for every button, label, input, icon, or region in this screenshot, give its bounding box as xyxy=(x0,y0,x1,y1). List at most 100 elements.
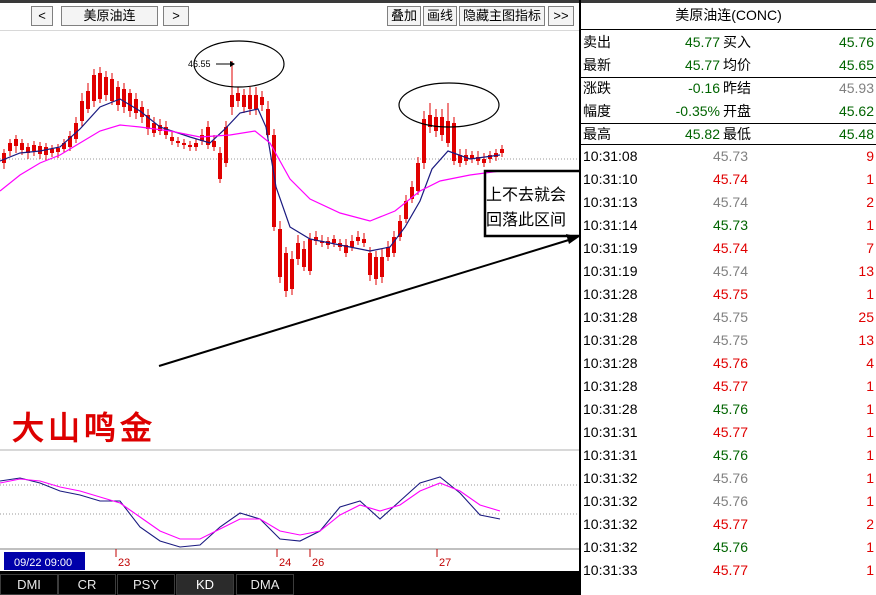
quote-value: 45.77 xyxy=(684,34,720,50)
quote-label: 幅度 xyxy=(583,103,611,119)
candle-up xyxy=(134,99,138,113)
quote-row: 幅度 -0.35% 开盘 45.62 xyxy=(581,100,876,123)
chart-toolbar: < 美原油连 > 叠加 画线 隐藏主图指标 >> xyxy=(0,0,579,31)
candle-up xyxy=(368,253,372,275)
overlay-button[interactable]: 叠加 xyxy=(387,6,421,26)
candle-up xyxy=(146,115,150,129)
ma-short-line xyxy=(0,98,501,252)
quote-value: -0.35% xyxy=(675,103,720,119)
candle-up xyxy=(86,91,90,109)
ma-long-line xyxy=(0,124,501,222)
tick-volume: 1 xyxy=(866,286,874,302)
candle-up xyxy=(8,143,12,151)
candle-up xyxy=(332,239,336,243)
panel-title: 美原油连(CONC) xyxy=(675,7,782,23)
panel-top-edge xyxy=(581,0,876,3)
tick-row: 10:31:13 45.74 2 xyxy=(581,191,876,214)
tick-volume: 1 xyxy=(866,378,874,394)
tab-dmi[interactable]: DMI xyxy=(0,574,58,595)
tick-price: 45.76 xyxy=(712,447,748,463)
candle-up xyxy=(248,95,252,109)
hide-main-indicator-button[interactable]: 隐藏主图指标 xyxy=(459,6,545,26)
tick-volume: 13 xyxy=(858,332,874,348)
trend-line-arrow xyxy=(158,238,573,367)
candle-up xyxy=(224,127,228,163)
tick-time: 10:31:32 xyxy=(583,493,638,509)
candle-up xyxy=(20,143,24,150)
candle-up xyxy=(128,93,132,111)
date-tick-group: 23 24 26 27 xyxy=(115,549,451,569)
candle-up xyxy=(476,157,480,161)
tick-price: 45.76 xyxy=(712,470,748,486)
candle-up xyxy=(482,159,486,163)
annotation-text-line1: 上不去就会 xyxy=(486,185,566,204)
tick-volume: 1 xyxy=(866,217,874,233)
tick-row: 10:31:08 45.73 9 xyxy=(581,145,876,168)
tick-time: 10:31:31 xyxy=(583,447,638,463)
tick-volume: 2 xyxy=(866,194,874,210)
tick-price: 45.76 xyxy=(712,539,748,555)
tick-volume: 1 xyxy=(866,562,874,578)
tick-price: 45.76 xyxy=(712,493,748,509)
candle-up xyxy=(110,79,114,101)
tick-time: 10:31:19 xyxy=(583,263,638,279)
tab-psy[interactable]: PSY xyxy=(117,574,175,595)
quote-label: 开盘 xyxy=(723,103,751,119)
tick-row: 10:31:28 45.76 4 xyxy=(581,352,876,375)
tick-time: 10:31:28 xyxy=(583,378,638,394)
candle-up xyxy=(242,95,246,107)
candle-up xyxy=(446,121,450,143)
quote-value: 45.76 xyxy=(838,34,874,50)
tick-row: 10:31:14 45.73 1 xyxy=(581,214,876,237)
candle-up xyxy=(2,153,6,163)
candle-up xyxy=(212,141,216,147)
price-pane: 46.55 上不去就会 回落此区间 大山鸣金 xyxy=(0,40,579,447)
candle-up xyxy=(356,237,360,241)
tab-kd[interactable]: KD xyxy=(176,574,234,595)
tick-row: 10:31:31 45.77 1 xyxy=(581,421,876,444)
tick-price: 45.77 xyxy=(712,424,748,440)
candle-up xyxy=(14,139,18,146)
candle-up xyxy=(272,135,276,227)
tab-dma[interactable]: DMA xyxy=(236,574,294,595)
prev-symbol-button[interactable]: < xyxy=(31,6,53,26)
date-tick-label: 27 xyxy=(439,557,451,569)
candle-up xyxy=(92,75,96,101)
quote-value: 45.77 xyxy=(684,57,720,73)
tick-volume: 1 xyxy=(866,401,874,417)
tick-volume: 1 xyxy=(866,470,874,486)
indicator-tab-bar: DMI CR PSY KD DMA xyxy=(0,571,579,595)
candle-up xyxy=(200,135,204,141)
candle-up xyxy=(440,117,444,135)
candlestick-chart[interactable]: 46.55 上不去就会 回落此区间 大山鸣金 09/22 09:00 23 24 2… xyxy=(0,31,579,571)
tick-price: 45.77 xyxy=(712,516,748,532)
candle-up xyxy=(32,145,36,151)
candle-up xyxy=(290,259,294,289)
tick-price: 45.74 xyxy=(712,194,748,210)
next-symbol-button[interactable]: > xyxy=(163,6,189,26)
quote-label: 昨结 xyxy=(723,80,751,96)
tick-row: 10:31:28 45.76 1 xyxy=(581,398,876,421)
more-button[interactable]: >> xyxy=(548,6,574,26)
candle-up xyxy=(188,145,192,147)
candle-up xyxy=(416,163,420,191)
tick-volume: 1 xyxy=(866,493,874,509)
divider xyxy=(581,144,876,145)
tick-volume: 1 xyxy=(866,171,874,187)
tick-time: 10:31:28 xyxy=(583,355,638,371)
quote-row: 卖出 45.77 买入 45.76 xyxy=(581,31,876,54)
draw-line-button[interactable]: 画线 xyxy=(423,6,457,26)
tick-row: 10:31:10 45.74 1 xyxy=(581,168,876,191)
candle-up xyxy=(104,77,108,95)
quote-value: 45.93 xyxy=(838,80,874,96)
annotation-text-line2: 回落此区间 xyxy=(486,210,566,229)
quote-row: 最新 45.77 均价 45.65 xyxy=(581,54,876,77)
candle-up xyxy=(314,237,318,241)
tick-row: 10:31:32 45.76 1 xyxy=(581,536,876,559)
candle-up xyxy=(398,221,402,237)
tick-row: 10:31:28 45.77 1 xyxy=(581,375,876,398)
candle-up xyxy=(50,149,54,153)
quote-value: 45.62 xyxy=(838,103,874,119)
symbol-selector-button[interactable]: 美原油连 xyxy=(61,6,158,26)
tab-cr[interactable]: CR xyxy=(58,574,116,595)
